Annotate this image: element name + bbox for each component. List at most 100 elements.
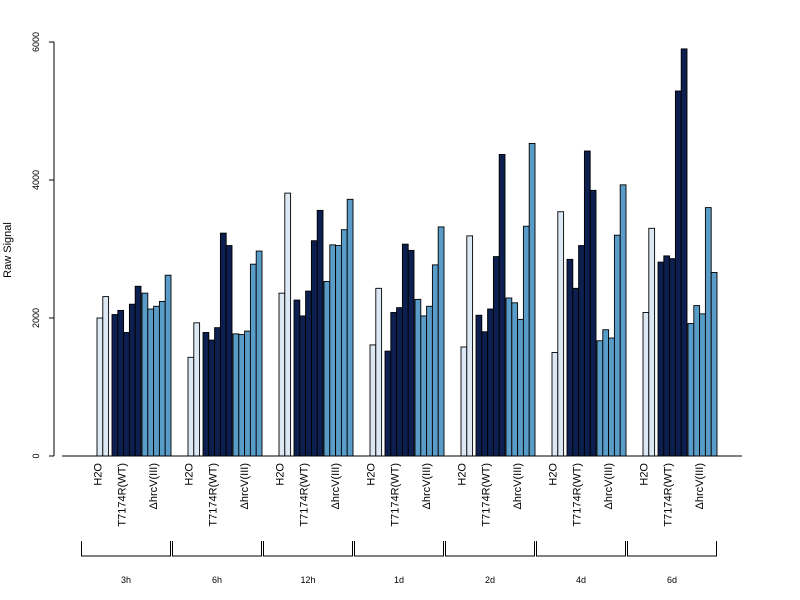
bar <box>511 302 519 457</box>
bar <box>390 312 398 457</box>
bar <box>578 245 585 457</box>
condition-label: T7174R(WT) <box>663 463 675 527</box>
bar <box>123 332 130 457</box>
group-label: 12h <box>300 575 315 585</box>
bar <box>693 305 701 457</box>
group-label: 4d <box>576 575 586 585</box>
bar <box>232 333 240 457</box>
bar <box>401 243 409 457</box>
group-bracket <box>536 541 626 557</box>
condition-label: ΔhrcV(III) <box>421 463 433 509</box>
bar <box>687 323 695 457</box>
group-label: 6d <box>667 575 677 585</box>
bar <box>699 313 706 457</box>
bar <box>208 339 216 457</box>
condition-label: T7174R(WT) <box>299 463 311 527</box>
bar <box>431 264 439 457</box>
bar <box>498 154 506 457</box>
bar <box>642 312 650 457</box>
bar <box>420 315 428 457</box>
bar <box>134 285 142 457</box>
condition-label: T7174R(WT) <box>208 463 220 527</box>
condition-label: H2O <box>93 463 105 486</box>
bar <box>164 274 172 457</box>
condition-label: T7174R(WT) <box>481 463 493 527</box>
bar <box>244 330 251 457</box>
bar <box>414 298 422 457</box>
group-bracket <box>81 541 171 557</box>
bar <box>340 229 348 457</box>
group-label: 6h <box>212 575 222 585</box>
bar <box>284 192 292 457</box>
bar <box>335 245 342 457</box>
bar <box>396 307 403 457</box>
condition-label: ΔhrcV(III) <box>694 463 706 509</box>
bar <box>517 318 524 457</box>
group-label: 1d <box>394 575 404 585</box>
bar <box>657 261 665 457</box>
condition-label: H2O <box>366 463 378 486</box>
bar <box>528 142 536 457</box>
bar <box>158 300 166 457</box>
y-tick-label: 6000 <box>31 32 41 52</box>
bar <box>238 334 246 457</box>
bar <box>407 249 415 457</box>
bar <box>111 314 119 457</box>
condition-label: H2O <box>548 463 560 486</box>
condition-label: ΔhrcV(III) <box>603 463 615 509</box>
bar <box>710 272 718 457</box>
group-bracket <box>172 541 262 557</box>
bar <box>460 346 468 457</box>
bar <box>102 296 110 457</box>
bar <box>219 232 227 457</box>
bar <box>299 315 307 457</box>
bar <box>193 322 201 457</box>
condition-label: H2O <box>457 463 469 486</box>
group-bracket <box>263 541 353 557</box>
condition-label: ΔhrcV(III) <box>330 463 342 509</box>
group-bracket <box>445 541 535 557</box>
bar <box>566 258 574 457</box>
bar <box>316 209 324 457</box>
condition-labels: H2O T7174R(WT) ΔhrcV(III) H2O T7174R(WT) Δhrc… <box>93 463 707 527</box>
bar <box>492 256 500 457</box>
condition-label: H2O <box>275 463 287 486</box>
group-label: 3h <box>121 575 131 585</box>
condition-label: ΔhrcV(III) <box>148 463 160 509</box>
bar <box>487 308 494 457</box>
bar <box>310 240 318 457</box>
condition-label: ΔhrcV(III) <box>512 463 524 509</box>
bar <box>589 189 597 457</box>
bar <box>187 356 195 457</box>
bar <box>249 263 257 457</box>
bar <box>293 299 301 457</box>
bar <box>369 344 377 457</box>
bar <box>117 309 125 457</box>
bar <box>505 297 513 457</box>
bar <box>214 327 221 457</box>
condition-label: T7174R(WT) <box>117 463 129 527</box>
bar <box>128 303 136 457</box>
y-tick-label: 4000 <box>31 170 41 190</box>
bar <box>437 226 445 457</box>
y-axis: 0 2000 4000 6000 <box>31 32 55 459</box>
group-bracket <box>354 541 444 557</box>
bar <box>704 207 712 457</box>
bars <box>96 48 718 457</box>
bar <box>346 198 354 457</box>
bar <box>619 184 627 457</box>
bar <box>669 258 676 457</box>
bar <box>147 308 155 457</box>
bar <box>522 225 530 457</box>
condition-label: H2O <box>639 463 651 486</box>
bar <box>602 329 610 457</box>
bar <box>674 90 682 457</box>
condition-label: H2O <box>184 463 196 486</box>
bar <box>466 235 474 457</box>
group-bracket <box>627 541 717 557</box>
bar <box>557 211 565 457</box>
group-brackets: 3h 6h 12h 1d 2d 4d 6d <box>81 541 717 585</box>
condition-label: ΔhrcV(III) <box>239 463 251 509</box>
bar <box>323 280 331 457</box>
y-tick-label: 2000 <box>31 308 41 328</box>
